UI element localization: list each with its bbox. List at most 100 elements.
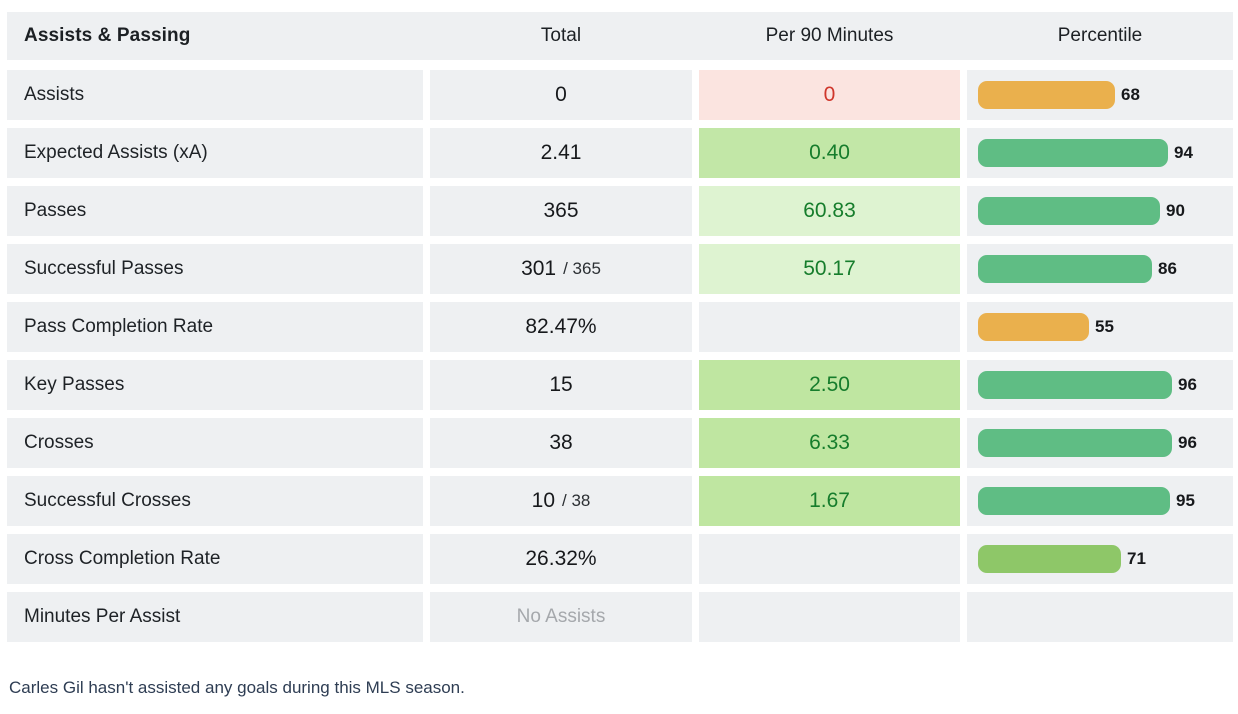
per90-value: 2.50 [809, 373, 850, 396]
percentile-cell: 68 [967, 70, 1233, 120]
column-header-per90: Per 90 Minutes [765, 25, 894, 46]
total-value: 301 [521, 257, 557, 280]
per90-value-cell: 6.33 [699, 418, 960, 468]
total-value-cell: 82.47% [430, 302, 692, 352]
percentile-value: 86 [1158, 259, 1177, 278]
metric-label-text: Passes [24, 200, 87, 221]
table-row: Crosses 38 6.33 96 [7, 418, 1233, 468]
metric-label-text: Successful Crosses [24, 490, 191, 511]
total-value-cell: 2.41 [430, 128, 692, 178]
percentile-cell [967, 592, 1233, 642]
total-value: 10 [531, 489, 555, 512]
metric-label: Expected Assists (xA) [7, 128, 423, 178]
total-value: 82.47% [525, 315, 597, 338]
percentile-value: 94 [1174, 143, 1193, 162]
percentile-bar [978, 197, 1160, 225]
total-value-cell: 10 / 38 [430, 476, 692, 526]
metric-label: Assists [7, 70, 423, 120]
metric-label: Crosses [7, 418, 423, 468]
percentile-bar [978, 371, 1172, 399]
per90-value-cell: 0.40 [699, 128, 960, 178]
metric-label: Successful Crosses [7, 476, 423, 526]
percentile-bar [978, 313, 1089, 341]
metric-label: Key Passes [7, 360, 423, 410]
total-denominator: / 38 [562, 491, 591, 510]
total-value: No Assists [516, 606, 606, 627]
percentile-cell: 71 [967, 534, 1233, 584]
total-value: 26.32% [525, 547, 597, 570]
per90-value-cell [699, 534, 960, 584]
per90-value-cell: 60.83 [699, 186, 960, 236]
per90-value: 0 [823, 83, 836, 106]
percentile-cell: 94 [967, 128, 1233, 178]
percentile-cell: 90 [967, 186, 1233, 236]
percentile-cell: 96 [967, 360, 1233, 410]
per90-value-cell: 1.67 [699, 476, 960, 526]
metric-label: Passes [7, 186, 423, 236]
table-header: Assists & Passing Total Per 90 Minutes P… [7, 12, 1233, 60]
column-header-total: Total [540, 25, 582, 46]
total-value: 365 [543, 199, 579, 222]
footnote: Carles Gil hasn't assisted any goals dur… [9, 678, 465, 697]
percentile-cell: 95 [967, 476, 1233, 526]
total-value-cell: 0 [430, 70, 692, 120]
metric-label: Cross Completion Rate [7, 534, 423, 584]
total-value-cell: 15 [430, 360, 692, 410]
table-row: Pass Completion Rate 82.47% 55 [7, 302, 1233, 352]
metric-label-text: Pass Completion Rate [24, 316, 214, 337]
total-value-cell: 26.32% [430, 534, 692, 584]
percentile-value: 90 [1166, 201, 1185, 220]
table-row: Assists 0 0 68 [7, 70, 1233, 120]
total-denominator: / 365 [563, 259, 601, 278]
table-row: Successful Passes 301 / 365 50.17 86 [7, 244, 1233, 294]
metric-label-text: Expected Assists (xA) [24, 142, 208, 163]
total-value: 2.41 [540, 141, 582, 164]
total-value-cell: 301 / 365 [430, 244, 692, 294]
per90-value: 6.33 [809, 431, 850, 454]
total-value-cell: No Assists [430, 592, 692, 642]
percentile-value: 96 [1178, 433, 1197, 452]
percentile-value: 71 [1127, 549, 1146, 568]
table-row: Minutes Per Assist No Assists [7, 592, 1233, 642]
total-value-cell: 365 [430, 186, 692, 236]
per90-value-cell [699, 302, 960, 352]
per90-value: 0.40 [809, 141, 850, 164]
total-value-cell: 38 [430, 418, 692, 468]
column-header-percentile: Percentile [1057, 25, 1143, 46]
table-row: Passes 365 60.83 90 [7, 186, 1233, 236]
percentile-bar [978, 255, 1152, 283]
metric-label-text: Successful Passes [24, 258, 184, 279]
table-row: Successful Crosses 10 / 38 1.67 95 [7, 476, 1233, 526]
per90-value: 1.67 [809, 489, 850, 512]
percentile-value: 68 [1121, 85, 1140, 104]
metric-label: Pass Completion Rate [7, 302, 423, 352]
percentile-cell: 96 [967, 418, 1233, 468]
per90-value: 50.17 [803, 257, 856, 280]
per90-value-cell: 50.17 [699, 244, 960, 294]
metric-label-text: Cross Completion Rate [24, 548, 221, 569]
metric-label-text: Crosses [24, 432, 94, 453]
per90-value-cell [699, 592, 960, 642]
per90-value: 60.83 [803, 199, 856, 222]
metric-label-text: Assists [24, 84, 85, 105]
percentile-cell: 86 [967, 244, 1233, 294]
metric-label: Successful Passes [7, 244, 423, 294]
metric-label-text: Minutes Per Assist [24, 606, 181, 627]
table-row: Key Passes 15 2.50 96 [7, 360, 1233, 410]
section-title: Assists & Passing [24, 25, 191, 46]
total-value: 0 [555, 83, 567, 106]
total-value: 38 [549, 431, 573, 454]
percentile-bar [978, 429, 1172, 457]
table-row: Expected Assists (xA) 2.41 0.40 94 [7, 128, 1233, 178]
per90-value-cell: 2.50 [699, 360, 960, 410]
percentile-bar [978, 487, 1170, 515]
metric-label-text: Key Passes [24, 374, 125, 395]
metric-label: Minutes Per Assist [7, 592, 423, 642]
percentile-value: 55 [1095, 317, 1114, 336]
percentile-bar [978, 545, 1121, 573]
percentile-cell: 55 [967, 302, 1233, 352]
per90-value-cell: 0 [699, 70, 960, 120]
percentile-bar [978, 81, 1115, 109]
percentile-bar [978, 139, 1168, 167]
